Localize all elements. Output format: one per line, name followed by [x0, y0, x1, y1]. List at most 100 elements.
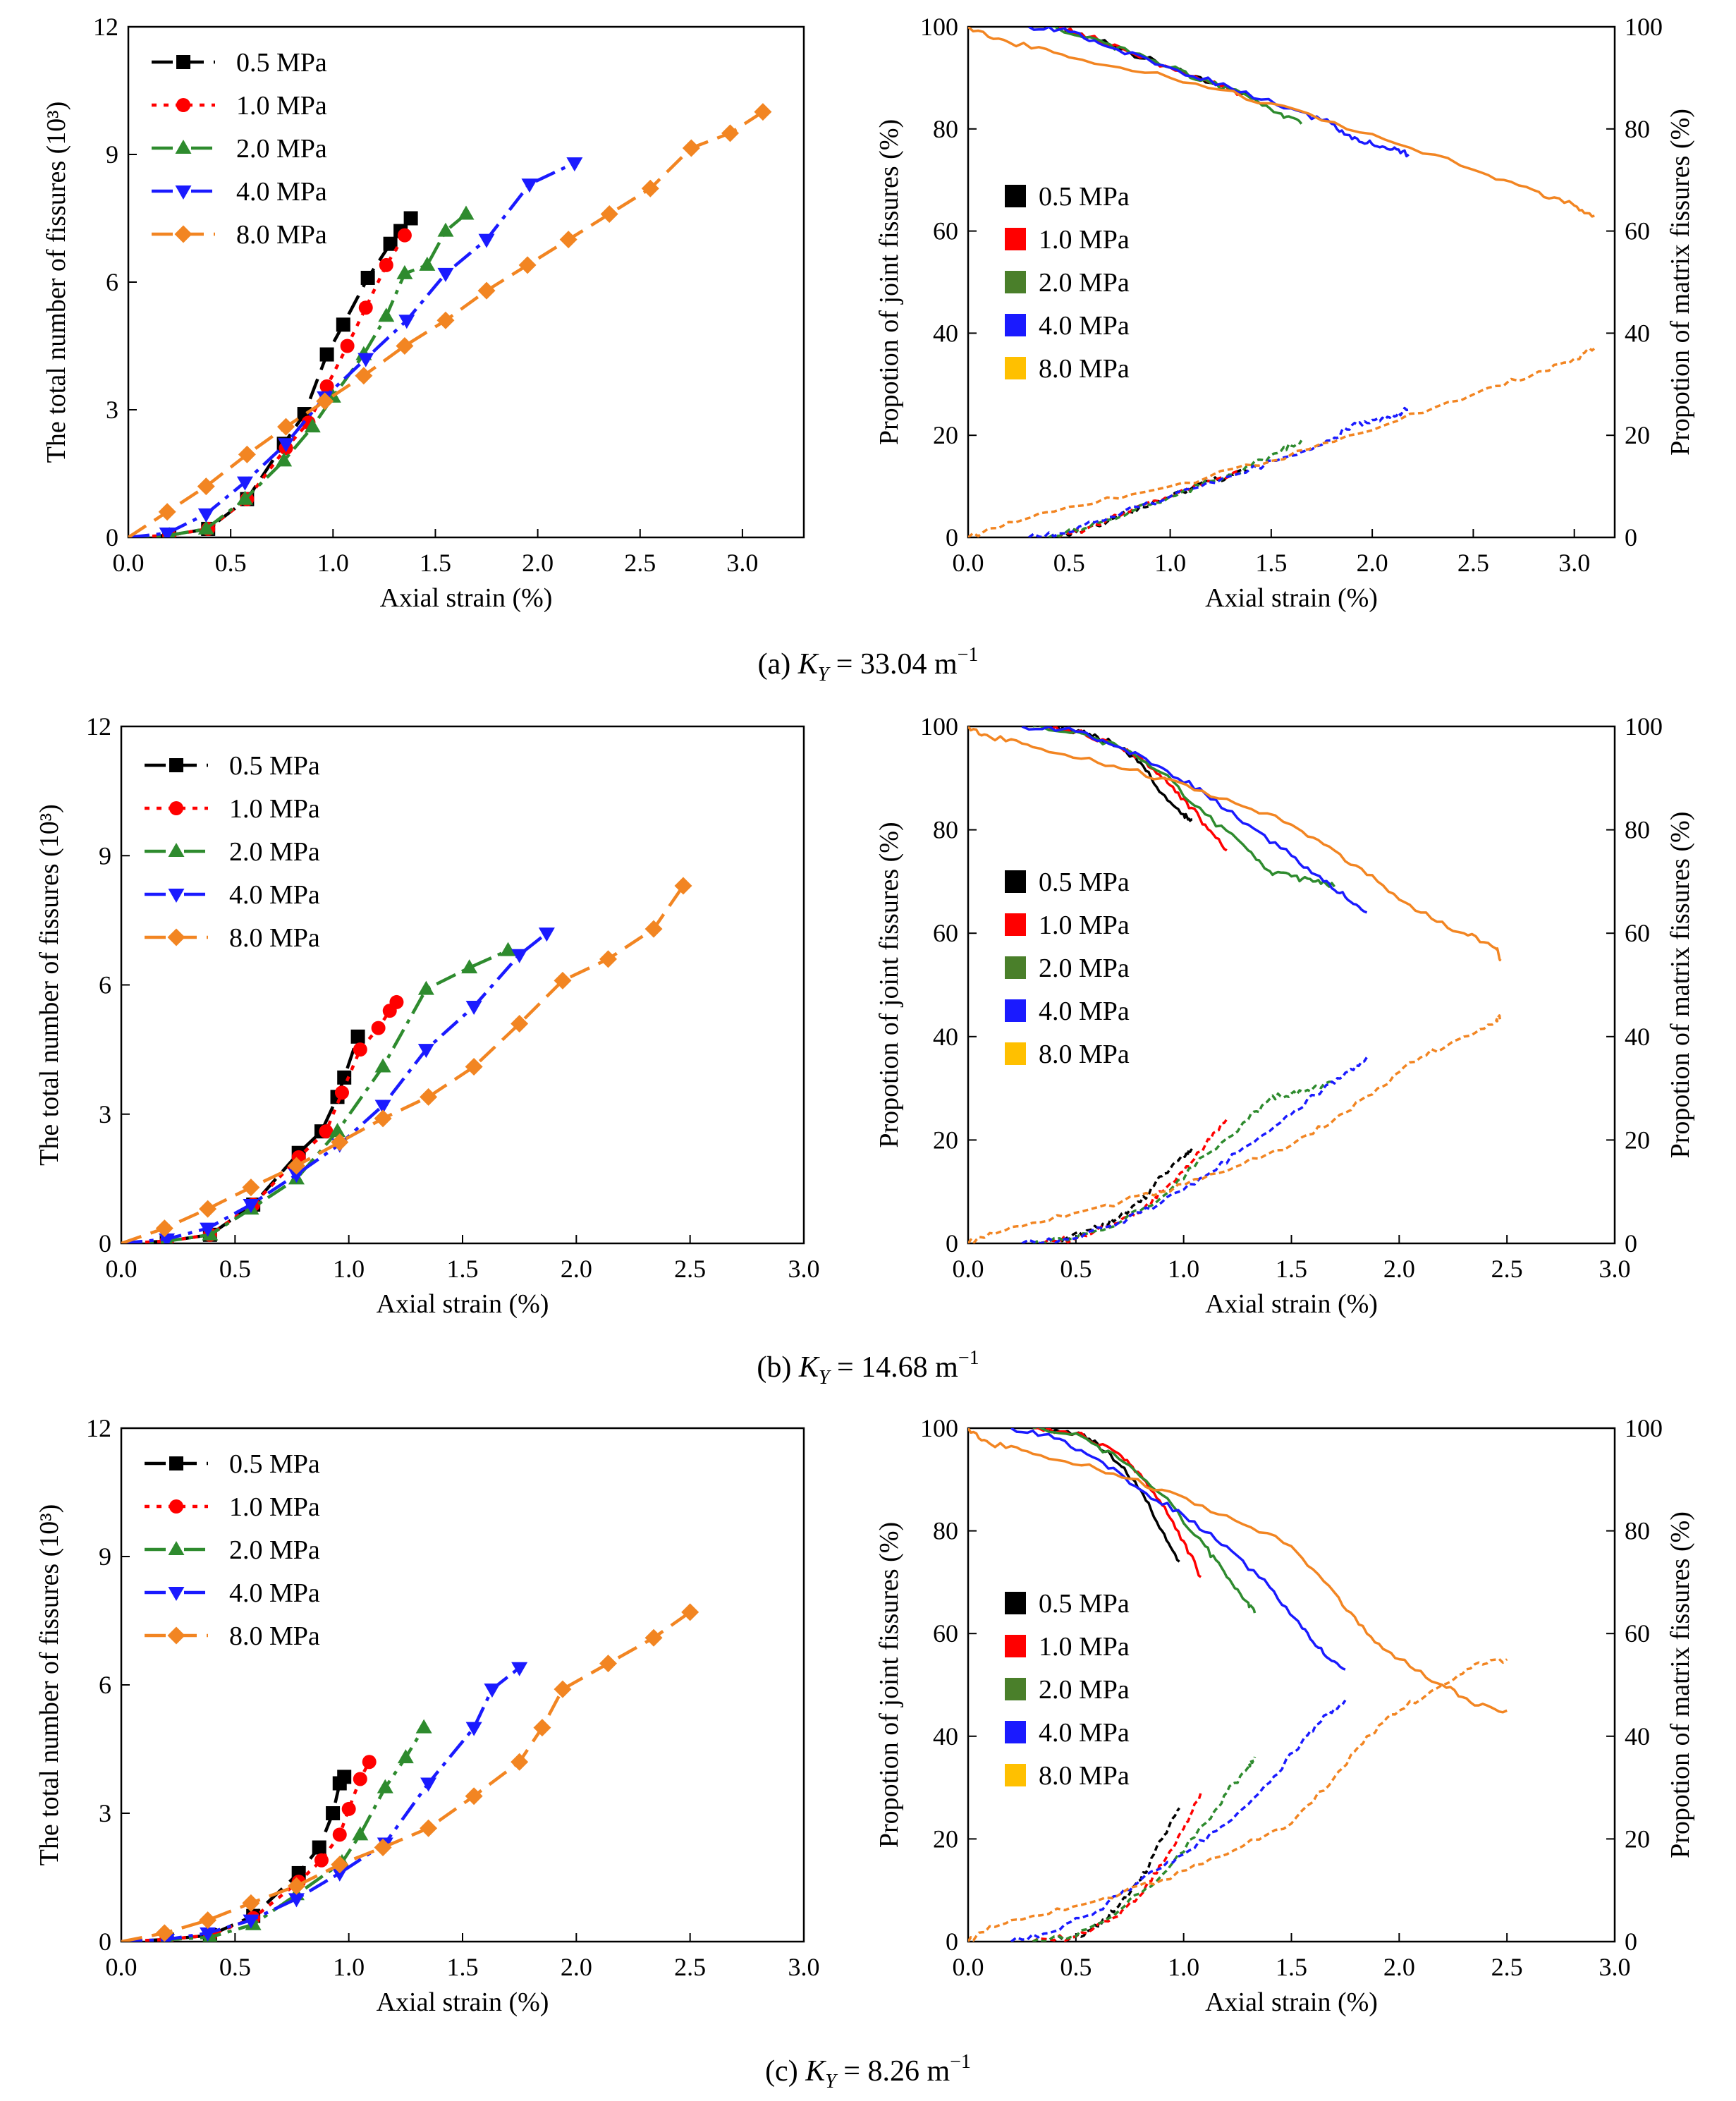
point-1-0-mpa: [389, 994, 404, 1009]
x-tick-label: 0.5: [215, 549, 247, 577]
series-group: [968, 726, 1502, 1243]
legend-swatch-4-0-mpa: [1005, 314, 1026, 336]
x-tick-label: 2.0: [561, 1255, 592, 1283]
x-tick-label: 2.5: [1491, 1255, 1523, 1283]
legend-marker-1-0-mpa: [169, 1499, 183, 1514]
series-line-2-0-mpa: [121, 1727, 426, 1942]
point-8-0-mpa: [277, 418, 295, 436]
series-line-8-0-mpa-joint: [968, 27, 1595, 218]
y-right-tick-label: 100: [1625, 13, 1663, 41]
legend-label-1-0-mpa: 1.0 MPa: [1039, 911, 1130, 940]
point-0-5-mpa: [350, 1029, 365, 1044]
chart-a-right: 0.0 0.5 1.0 1.5 2.0 2.5 3.0 0 0 20 20 40 40 60 60 80 80 1…: [874, 13, 1695, 613]
point-4-0-mpa: [398, 315, 415, 329]
point-8-0-mpa: [199, 1911, 217, 1930]
point-0-5-mpa: [326, 1806, 341, 1820]
point-4-0-mpa: [420, 1777, 437, 1792]
legend-label-0-5-mpa: 0.5 MPa: [1039, 182, 1130, 212]
legend-marker-4-0-mpa: [168, 889, 185, 903]
y-tick-label: 60: [933, 1619, 958, 1648]
point-8-0-mpa: [754, 103, 772, 121]
x-tick-label: 0.5: [219, 1255, 251, 1283]
x-tick-label: 1.0: [1168, 1255, 1199, 1283]
x-tick-label: 3.0: [788, 1953, 820, 1981]
y-tick-label: 80: [933, 1517, 958, 1545]
point-8-0-mpa: [511, 1753, 529, 1771]
legend-swatch-8-0-mpa: [1005, 357, 1026, 379]
point-8-0-mpa: [554, 971, 572, 989]
x-tick-label: 2.0: [1357, 549, 1388, 577]
point-1-0-mpa: [334, 1085, 349, 1100]
point-8-0-mpa: [316, 392, 334, 410]
x-tick-label: 2.0: [1383, 1953, 1415, 1981]
point-8-0-mpa: [238, 445, 256, 463]
point-8-0-mpa: [436, 311, 455, 329]
point-4-0-mpa: [538, 927, 555, 942]
legend-marker-1-0-mpa: [176, 98, 190, 112]
y-axis-label-right: Propotion of matrix fissures (%): [1665, 812, 1695, 1159]
x-tick-label: 0.0: [953, 1953, 984, 1981]
legend-marker-8-0-mpa: [167, 928, 185, 946]
point-4-0-mpa: [478, 233, 495, 248]
legend-label-0-5-mpa: 0.5 MPa: [1039, 867, 1130, 897]
x-tick-label: 0.0: [953, 549, 984, 577]
y-tick-label: 0: [99, 1229, 111, 1257]
series-line-1-0-mpa: [128, 234, 406, 537]
y-right-tick-label: 0: [1625, 1928, 1637, 1956]
point-1-0-mpa: [397, 228, 412, 243]
point-8-0-mpa: [197, 477, 215, 496]
legend-label-2-0-mpa: 2.0 MPa: [1039, 268, 1130, 298]
x-tick-label: 1.5: [1276, 1255, 1307, 1283]
y-right-tick-label: 0: [1625, 523, 1637, 552]
x-tick-label: 2.5: [1457, 549, 1489, 577]
legend-marker-4-0-mpa: [168, 1587, 185, 1601]
point-8-0-mpa: [242, 1179, 260, 1197]
x-axis-label: Axial strain (%): [377, 1289, 549, 1319]
y-tick-label: 12: [86, 1414, 111, 1442]
point-2-0-mpa: [197, 520, 214, 535]
y-right-tick-label: 40: [1625, 319, 1650, 347]
x-axis-label: Axial strain (%): [1205, 1987, 1378, 2017]
y-tick-label: 40: [933, 1023, 958, 1051]
legend-marker-8-0-mpa: [167, 1626, 185, 1645]
point-2-0-mpa: [304, 418, 321, 433]
plot-frame: [967, 25, 1616, 539]
point-2-0-mpa: [377, 1779, 393, 1794]
point-1-0-mpa: [314, 1853, 329, 1868]
point-8-0-mpa: [465, 1058, 483, 1076]
y-axis-label: The total number of fissures (10³): [35, 1504, 64, 1866]
y-tick-label: 0: [946, 1928, 958, 1956]
x-tick-label: 1.0: [1154, 549, 1186, 577]
y-right-tick-label: 20: [1625, 1126, 1650, 1154]
y-tick-label: 6: [99, 971, 111, 999]
series-line-4-0-mpa: [128, 162, 575, 537]
point-8-0-mpa: [681, 1603, 699, 1621]
series-line-1-0-mpa: [121, 1001, 398, 1243]
y-tick-label: 40: [933, 1722, 958, 1750]
y-tick-label: 6: [106, 268, 118, 296]
y-tick-label: 3: [106, 396, 118, 424]
legend-label-8-0-mpa: 8.0 MPa: [236, 220, 327, 250]
series-group: [121, 1603, 699, 1942]
x-tick-label: 2.0: [1383, 1255, 1415, 1283]
y-right-tick-label: 0: [1625, 1229, 1637, 1257]
series-line-4-0-mpa-matrix: [1027, 406, 1409, 537]
legend-label-2-0-mpa: 2.0 MPa: [229, 837, 320, 867]
series-group: [121, 877, 692, 1243]
point-1-0-mpa: [353, 1042, 367, 1057]
legend-label-8-0-mpa: 8.0 MPa: [1039, 354, 1130, 384]
point-1-0-mpa: [358, 300, 373, 315]
y-tick-label: 0: [106, 523, 118, 552]
point-4-0-mpa: [243, 1914, 259, 1929]
series-line-0-5-mpa-matrix: [1054, 1147, 1193, 1243]
point-4-0-mpa: [243, 1199, 259, 1214]
x-tick-label: 1.0: [317, 549, 349, 577]
y-right-tick-label: 20: [1625, 421, 1650, 449]
point-4-0-mpa: [374, 1100, 391, 1114]
y-tick-label: 0: [946, 1229, 958, 1257]
point-8-0-mpa: [287, 1877, 305, 1895]
